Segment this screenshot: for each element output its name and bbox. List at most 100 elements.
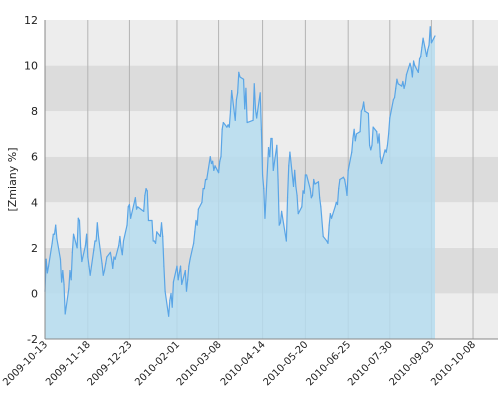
data-point: [253, 83, 255, 85]
y-tick-label: 10: [24, 60, 38, 73]
data-point: [420, 55, 422, 58]
data-point: [106, 256, 108, 258]
data-point: [103, 270, 106, 272]
data-point: [386, 144, 389, 146]
data-point: [53, 233, 56, 235]
data-point: [227, 124, 229, 126]
data-point: [345, 185, 347, 187]
data-point: [334, 206, 336, 208]
data-point: [61, 281, 63, 283]
data-point: [231, 90, 233, 92]
x-tick-label: 2010-03-08: [175, 339, 224, 388]
data-point: [78, 219, 81, 222]
data-point: [214, 165, 216, 167]
data-point: [288, 165, 290, 167]
data-point: [110, 258, 113, 260]
data-point: [344, 178, 346, 181]
data-point: [196, 224, 198, 226]
data-point: [296, 194, 298, 197]
x-tick-label: 2009-12-23: [86, 339, 135, 388]
data-point: [412, 60, 415, 62]
data-point: [63, 283, 65, 285]
data-point: [372, 126, 374, 128]
data-point: [428, 44, 430, 46]
data-point: [304, 174, 306, 176]
data-point: [84, 244, 87, 247]
data-point: [184, 270, 186, 272]
data-point: [322, 235, 324, 238]
data-point: [404, 83, 406, 85]
data-point: [286, 197, 289, 199]
data-point: [285, 240, 287, 242]
data-point: [89, 274, 91, 276]
data-point: [380, 162, 383, 165]
data-point: [81, 260, 83, 263]
data-point: [187, 279, 189, 281]
data-point: [76, 247, 78, 249]
data-point: [45, 258, 47, 260]
y-tick-labels: -2 0 2 4 6 8 10 12: [24, 14, 38, 346]
data-point: [393, 96, 396, 99]
data-point: [195, 219, 197, 222]
data-point: [339, 178, 341, 181]
data-point: [238, 71, 240, 74]
x-tick-label: 2010-04-14: [219, 339, 268, 388]
data-point: [229, 110, 232, 112]
data-point: [170, 292, 172, 295]
data-point: [279, 222, 282, 224]
data-point: [96, 222, 98, 224]
data-point: [422, 37, 424, 39]
data-point: [122, 240, 125, 242]
axes: [44, 20, 498, 340]
data-point: [188, 265, 190, 267]
data-point: [228, 126, 230, 128]
data-point: [235, 99, 238, 101]
data-point: [87, 256, 89, 258]
data-point: [411, 76, 413, 78]
data-point: [352, 137, 354, 140]
data-point: [135, 208, 138, 210]
data-point: [342, 176, 345, 178]
data-point: [256, 117, 258, 119]
data-point: [95, 240, 97, 242]
data-point: [403, 87, 405, 89]
data-point: [151, 219, 153, 222]
data-point: [252, 119, 254, 121]
data-point: [371, 144, 373, 146]
data-point: [377, 142, 379, 144]
data-point: [346, 194, 348, 197]
data-point: [430, 42, 433, 44]
y-tick-label: 12: [24, 14, 38, 27]
data-point: [395, 87, 397, 89]
data-point: [254, 108, 257, 110]
data-point: [197, 208, 199, 210]
data-point: [147, 219, 150, 222]
data-point: [370, 149, 372, 151]
data-point: [389, 117, 391, 119]
data-point: [127, 206, 129, 208]
data-point: [385, 151, 387, 153]
data-point: [429, 26, 431, 28]
data-point: [154, 242, 157, 244]
data-point: [112, 267, 114, 269]
data-point: [101, 263, 103, 265]
data-point: [217, 172, 220, 174]
data-point: [69, 270, 71, 272]
data-point: [392, 99, 394, 101]
data-point: [417, 71, 419, 74]
data-point: [164, 290, 166, 292]
data-point: [359, 131, 361, 133]
data-point: [220, 156, 222, 158]
data-point: [145, 188, 147, 190]
data-point: [206, 178, 208, 181]
data-point: [330, 217, 333, 219]
data-point: [118, 244, 120, 247]
data-point: [68, 288, 70, 290]
data-point: [178, 272, 180, 274]
data-point: [272, 169, 274, 171]
data-point: [162, 235, 164, 238]
data-point: [219, 160, 221, 162]
x-tick-label: 2009-10-13: [1, 339, 50, 388]
data-point: [261, 174, 264, 176]
data-point: [363, 101, 365, 103]
